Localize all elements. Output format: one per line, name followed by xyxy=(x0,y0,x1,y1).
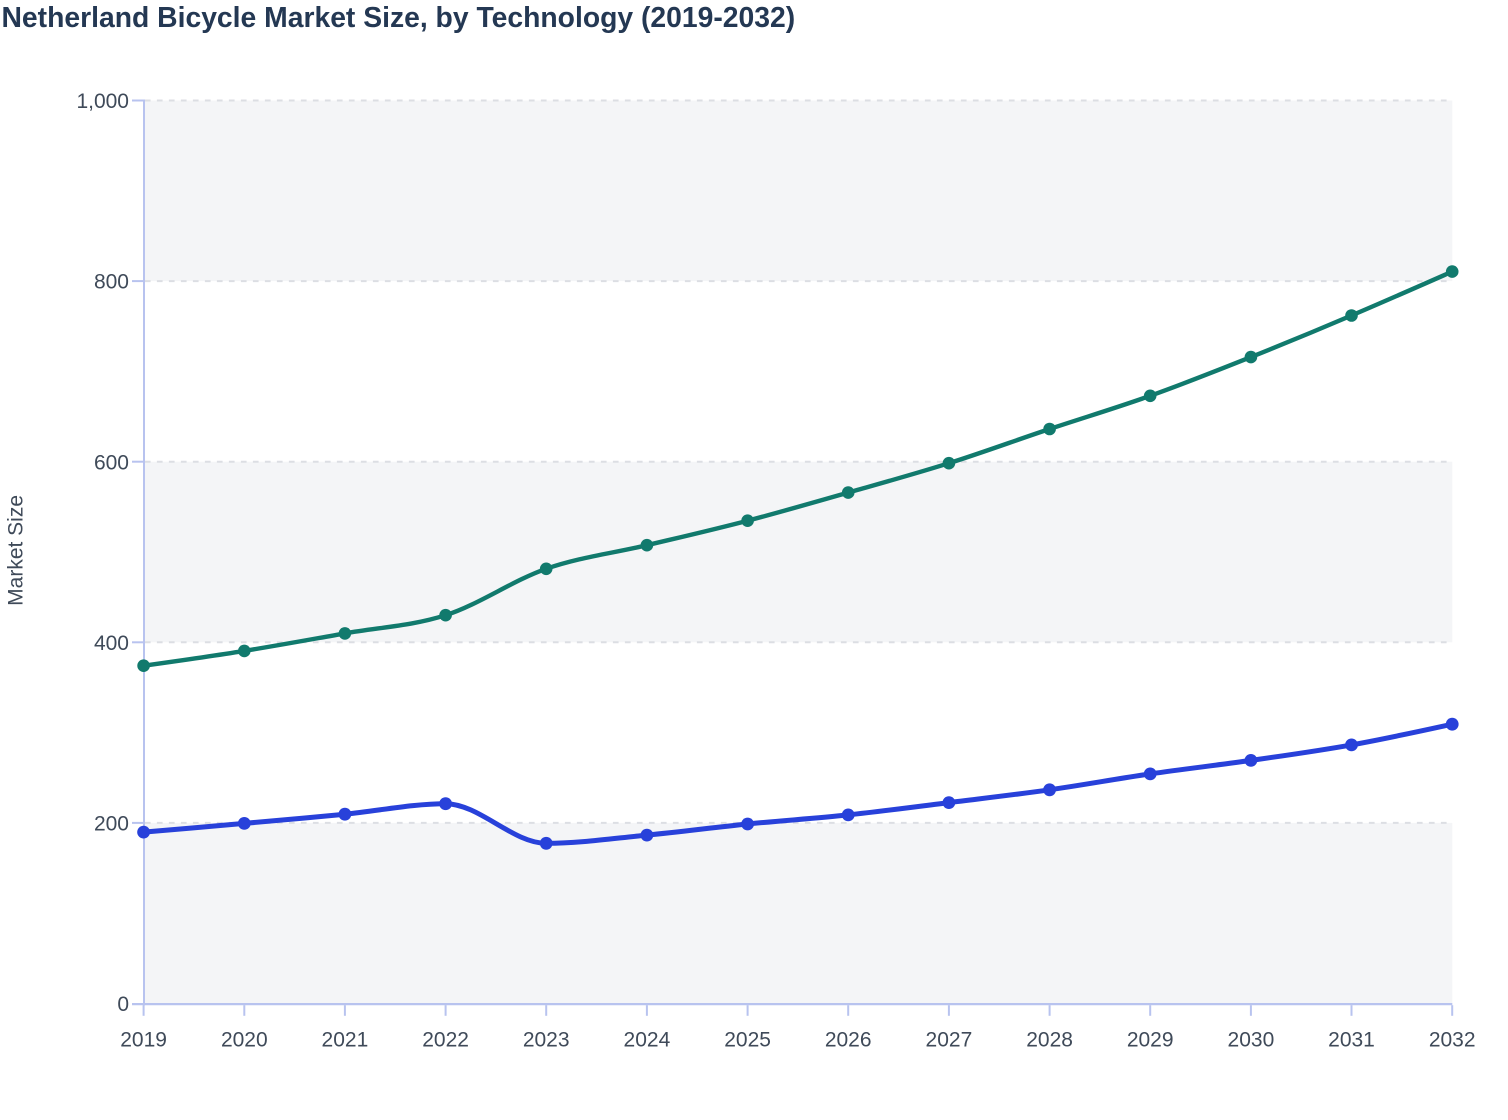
svg-text:2023: 2023 xyxy=(523,1029,570,1052)
svg-text:600: 600 xyxy=(94,451,129,474)
svg-text:Market Size: Market Size xyxy=(5,495,28,606)
svg-text:2026: 2026 xyxy=(825,1029,872,1052)
svg-text:2028: 2028 xyxy=(1026,1029,1073,1052)
svg-text:1,000: 1,000 xyxy=(76,90,129,113)
svg-text:2027: 2027 xyxy=(926,1029,973,1052)
svg-text:2025: 2025 xyxy=(724,1029,771,1052)
svg-text:800: 800 xyxy=(94,271,129,294)
svg-text:2020: 2020 xyxy=(221,1029,268,1052)
svg-text:2022: 2022 xyxy=(422,1029,469,1052)
svg-text:2029: 2029 xyxy=(1127,1029,1174,1052)
svg-text:400: 400 xyxy=(94,632,129,655)
svg-text:2032: 2032 xyxy=(1429,1029,1476,1052)
svg-text:0: 0 xyxy=(117,993,129,1016)
svg-text:2030: 2030 xyxy=(1228,1029,1275,1052)
svg-text:2024: 2024 xyxy=(624,1029,671,1052)
svg-text:Netherland Bicycle Market Size: Netherland Bicycle Market Size, by Techn… xyxy=(2,1,796,33)
svg-text:2031: 2031 xyxy=(1328,1029,1375,1052)
svg-text:200: 200 xyxy=(94,813,129,836)
svg-text:2021: 2021 xyxy=(322,1029,369,1052)
svg-text:2019: 2019 xyxy=(120,1029,167,1052)
